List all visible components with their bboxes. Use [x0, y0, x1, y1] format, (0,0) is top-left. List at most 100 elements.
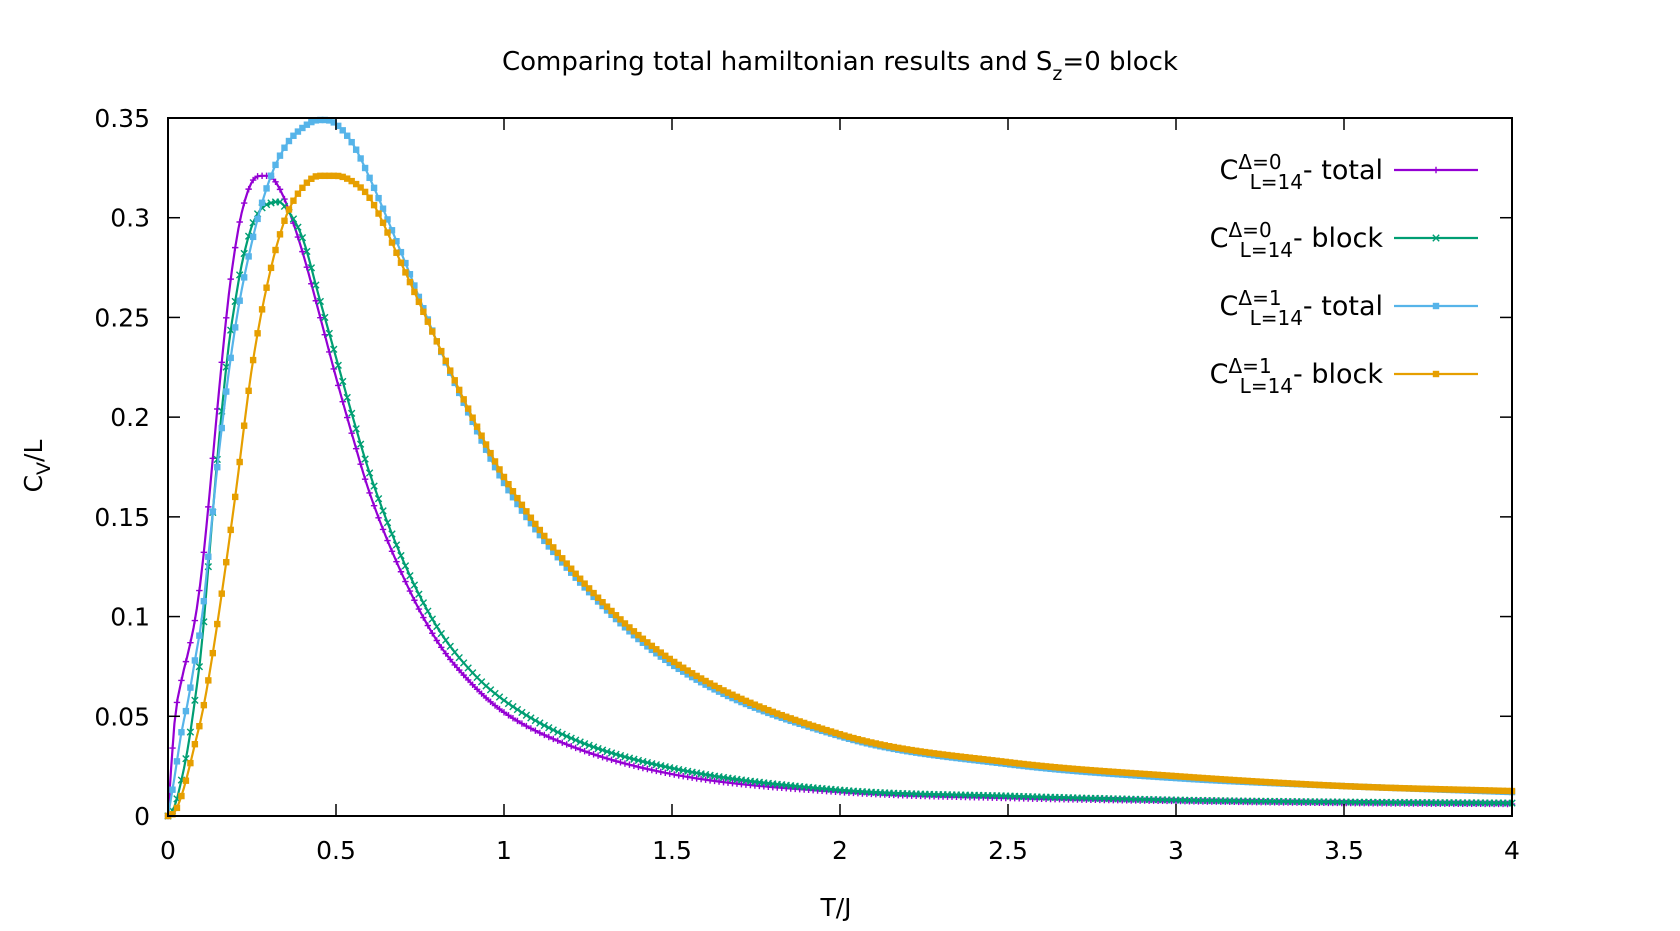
data-point-d1-total — [281, 144, 288, 151]
y-tick-label: 0.35 — [94, 104, 150, 133]
x-tick-label: 0 — [160, 836, 176, 865]
data-point-d1-block — [223, 558, 230, 566]
data-point-d0-block — [343, 393, 351, 402]
data-point-d0-total — [559, 739, 566, 746]
data-point-d0-block — [442, 636, 450, 644]
data-point-d0-total — [456, 666, 463, 674]
data-point-d0-total — [335, 382, 342, 389]
data-point-d0-block — [531, 716, 540, 725]
legend-entry-d0-total: CΔ=0 L=14- total — [1220, 150, 1478, 194]
data-point-d0-total — [384, 537, 391, 544]
data-point-d0-total — [509, 715, 517, 722]
data-point-d0-total — [236, 218, 243, 226]
data-point-d0-block — [361, 455, 369, 463]
data-point-d1-block — [272, 246, 279, 254]
data-point-d0-block — [401, 562, 410, 570]
data-point-d0-block — [388, 530, 396, 538]
data-point-d0-total — [662, 769, 669, 777]
data-point-d1-block — [370, 201, 378, 209]
data-point-d0-total — [447, 656, 454, 663]
data-point-d0-total — [532, 727, 539, 734]
y-tick-label: 0.1 — [110, 603, 150, 632]
x-tick-label: 1.5 — [652, 836, 692, 865]
data-point-d0-total — [420, 614, 427, 621]
data-point-d0-total — [666, 770, 673, 777]
data-point-d1-block — [285, 206, 293, 213]
data-point-d0-block — [518, 708, 526, 717]
data-point-d1-block — [568, 565, 575, 572]
data-point-d0-total — [635, 763, 642, 771]
data-point-d0-total — [352, 445, 360, 452]
data-point-d1-total — [348, 138, 355, 146]
data-point-d0-total — [621, 760, 629, 767]
data-point-d0-block — [321, 313, 329, 322]
data-point-d0-total — [223, 314, 230, 321]
data-point-d1-block — [644, 639, 651, 646]
data-point-d0-total — [603, 755, 611, 762]
data-point-d0-total — [581, 748, 588, 755]
data-point-d0-block — [428, 615, 437, 623]
data-point-d0-block — [370, 482, 378, 490]
x-tick-label: 2.5 — [988, 836, 1028, 865]
data-point-d0-total — [464, 676, 472, 684]
data-point-d0-block — [294, 223, 302, 231]
data-point-d0-total — [196, 587, 203, 594]
data-point-d1-total — [361, 164, 369, 172]
data-point-d1-block — [451, 377, 458, 384]
data-point-d1-total — [200, 597, 208, 605]
data-point-d0-total — [178, 677, 185, 684]
data-point-d0-block — [356, 440, 365, 448]
data-point-d0-block — [383, 518, 392, 527]
series-markers-d1-block — [164, 172, 1516, 820]
data-point-d0-block — [567, 734, 575, 742]
data-point-d1-total — [231, 324, 239, 331]
data-point-d0-total — [576, 746, 584, 753]
data-point-d1-total — [245, 253, 252, 260]
data-point-d0-total — [406, 587, 414, 595]
data-point-d0-total — [653, 767, 660, 775]
data-point-d0-total — [294, 233, 302, 241]
data-point-d1-block — [545, 538, 552, 545]
data-point-d0-block — [334, 361, 342, 370]
data-point-d0-total — [209, 455, 216, 462]
data-point-d0-total — [429, 630, 436, 637]
data-point-d1-total — [294, 128, 302, 135]
data-point-d0-total — [518, 720, 526, 727]
data-point-d0-total — [554, 737, 561, 745]
data-point-d0-total — [478, 690, 485, 697]
data-point-d0-total — [545, 733, 552, 741]
data-point-d1-total — [187, 684, 194, 691]
data-point-d1-block — [173, 804, 181, 812]
data-point-d1-total — [263, 185, 270, 192]
data-point-d1-block — [563, 560, 570, 567]
data-point-d0-block — [495, 693, 504, 701]
data-point-d1-total — [375, 194, 382, 202]
data-point-d1-block — [657, 649, 664, 656]
data-point-d0-block — [451, 648, 459, 656]
data-point-d0-block — [406, 571, 414, 580]
data-point-d0-total — [626, 761, 633, 768]
data-point-d0-block — [186, 728, 195, 736]
data-point-d1-total — [173, 758, 181, 765]
data-point-d1-total — [169, 786, 176, 793]
data-point-d0-total — [451, 661, 458, 669]
data-point-d0-total — [227, 275, 234, 283]
data-point-d0-total — [568, 743, 575, 750]
data-point-d0-block — [513, 705, 522, 714]
data-point-d1-block — [603, 603, 611, 610]
data-point-d1-block — [200, 701, 208, 709]
data-point-d1-block — [290, 197, 297, 204]
data-point-d0-total — [317, 314, 324, 321]
data-point-d1-block — [527, 514, 535, 521]
data-point-d1-total — [254, 215, 261, 223]
data-point-d0-total — [536, 729, 544, 737]
data-point-d1-total — [352, 146, 360, 153]
data-point-d1-block — [639, 635, 647, 642]
data-point-d1-block — [388, 239, 396, 246]
data-point-d1-total — [366, 174, 373, 182]
data-point-d1-block — [550, 544, 557, 551]
data-point-d1-total — [223, 388, 230, 395]
chart-title-subscript: z — [1052, 63, 1062, 85]
data-point-d0-total — [594, 752, 602, 759]
